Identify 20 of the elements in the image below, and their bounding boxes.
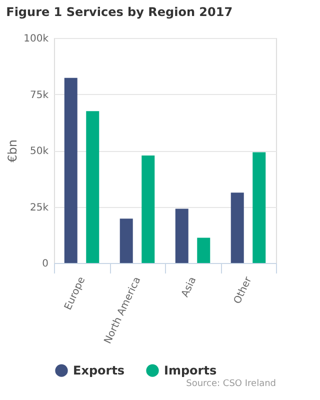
y-tick-label: 0	[42, 258, 48, 270]
y-tick-label: 25k	[30, 202, 49, 214]
y-tick-label: 75k	[30, 90, 49, 101]
source-note: Source: CSO Ireland	[186, 379, 276, 389]
x-tick-label: Other	[232, 274, 255, 306]
bar	[230, 192, 244, 263]
bar	[252, 152, 266, 263]
legend-label: Exports	[73, 364, 125, 378]
y-tick-label: 100k	[24, 34, 49, 44]
chart-title: Figure 1 Services by Region 2017	[6, 5, 233, 19]
bar	[197, 238, 210, 263]
legend-label: Imports	[164, 364, 217, 378]
bar	[175, 208, 188, 263]
bar	[120, 218, 133, 263]
y-tick-label: 50k	[30, 146, 49, 157]
y-axis-title: €bn	[6, 140, 20, 162]
x-tick-label: Asia	[180, 275, 199, 300]
bar	[86, 111, 100, 263]
bar	[64, 78, 78, 263]
bar	[142, 155, 155, 263]
